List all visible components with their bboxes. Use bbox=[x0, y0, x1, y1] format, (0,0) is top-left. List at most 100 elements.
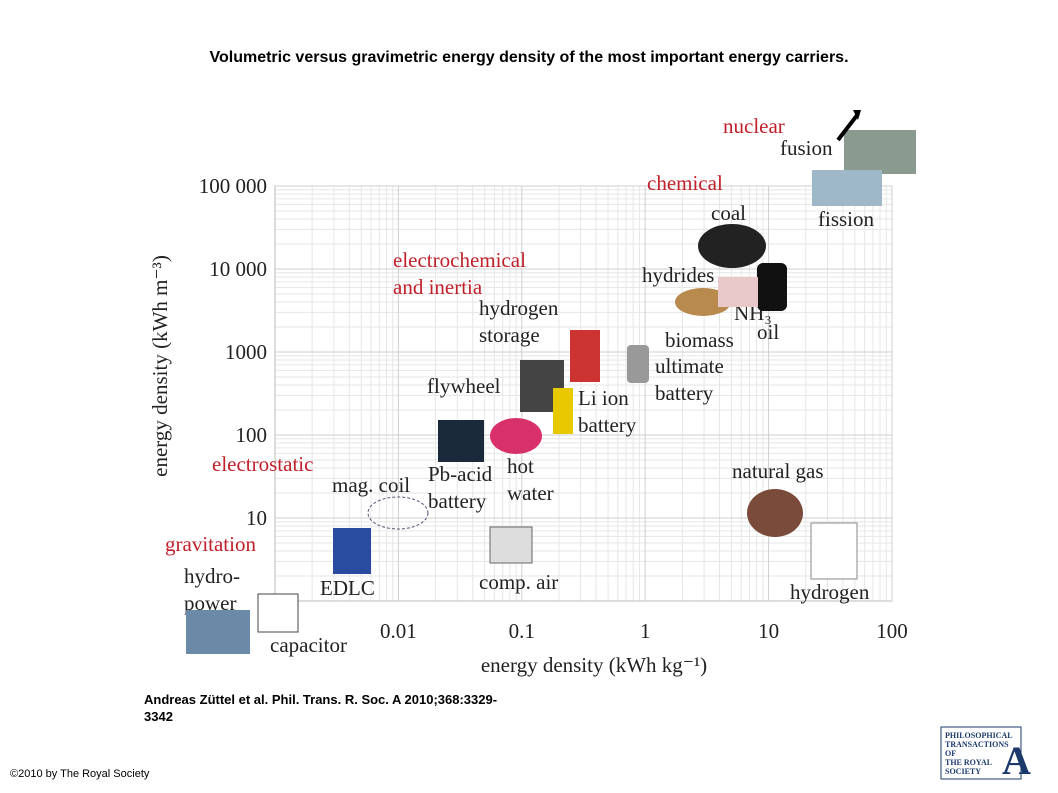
hot-water-image bbox=[490, 418, 542, 454]
annotation-line: natural gas bbox=[732, 459, 824, 483]
annotation: fusion bbox=[780, 136, 833, 160]
annotation-line: oil bbox=[757, 320, 779, 344]
x-tick-label: 1 bbox=[640, 619, 651, 643]
arrow bbox=[836, 112, 860, 142]
logo-letter: A bbox=[1002, 738, 1031, 783]
annotation-line: hydrogen bbox=[790, 580, 870, 604]
li-ion-image bbox=[553, 388, 573, 434]
annotation: Li ion battery bbox=[578, 386, 637, 437]
pb-acid-image bbox=[438, 420, 484, 462]
annotation: ultimate battery bbox=[655, 354, 724, 405]
annotation: coal bbox=[711, 201, 746, 225]
annotation: hydrides bbox=[642, 263, 714, 287]
capacitor-image bbox=[257, 593, 299, 633]
fusion-image bbox=[844, 130, 916, 174]
mag-coil-image bbox=[367, 496, 429, 530]
x-axis-label: energy density (kWh kg⁻¹) bbox=[481, 653, 707, 677]
y-tick-label: 100 bbox=[236, 423, 268, 447]
annotation-line: coal bbox=[711, 201, 746, 225]
comp-air-image bbox=[489, 526, 533, 564]
x-tick-label: 0.1 bbox=[509, 619, 535, 643]
annotation: nuclear bbox=[723, 114, 785, 138]
annotation-line: Li ion bbox=[578, 386, 629, 410]
annotation-line: battery bbox=[428, 489, 487, 513]
annotation-line: fission bbox=[818, 207, 875, 231]
citation-line: 3342 bbox=[144, 709, 173, 724]
y-tick-label: 10 000 bbox=[209, 257, 267, 281]
annotation-line: mag. coil bbox=[332, 473, 410, 497]
annotation: mag. coil bbox=[332, 473, 410, 497]
annotation: fission bbox=[818, 207, 875, 231]
annotation: hydrogen storage bbox=[479, 296, 559, 347]
annotation-line: fusion bbox=[780, 136, 833, 160]
annotation-line: capacitor bbox=[270, 633, 347, 657]
annotation-line: hydrides bbox=[642, 263, 714, 287]
annotation-line: and inertia bbox=[393, 275, 483, 299]
annotation: hydro-power bbox=[184, 564, 240, 615]
annotation: natural gas bbox=[732, 459, 824, 483]
annotation: capacitor bbox=[270, 633, 347, 657]
citation: Andreas Züttel et al. Phil. Trans. R. So… bbox=[144, 692, 497, 724]
y-tick-label: 1000 bbox=[225, 340, 267, 364]
logo-box bbox=[940, 726, 1022, 780]
annotation: Pb-acid battery bbox=[428, 462, 493, 513]
annotation-line: hydro- bbox=[184, 564, 240, 588]
annotation: electrostatic bbox=[212, 452, 313, 476]
annotation-line: comp. air bbox=[479, 570, 558, 594]
annotation-line: hot bbox=[507, 454, 534, 478]
annotation-line: EDLC bbox=[320, 576, 375, 600]
annotation-line: biomass bbox=[665, 328, 734, 352]
y-tick-label: 10 bbox=[246, 506, 267, 530]
annotation: electrochemical and inertia bbox=[393, 248, 526, 299]
annotation-line: battery bbox=[578, 413, 637, 437]
annotation: flywheel bbox=[427, 374, 501, 398]
logo-line: THE ROYAL bbox=[945, 758, 992, 767]
annotation-line: storage bbox=[479, 323, 540, 347]
annotation: hydrogen bbox=[790, 580, 870, 604]
hydrogen-storage-image bbox=[570, 330, 600, 382]
annotation: EDLC bbox=[320, 576, 375, 600]
annotation: gravitation bbox=[165, 532, 256, 556]
plot: 0.01 0.1 1 10 100 100 000 10 000 1000 100 10 energ… bbox=[148, 114, 908, 677]
x-tick-label: 10 bbox=[758, 619, 779, 643]
annotation-line: hydrogen bbox=[479, 296, 559, 320]
annotation-line: electrostatic bbox=[212, 452, 313, 476]
citation-line: Andreas Züttel et al. Phil. Trans. R. So… bbox=[144, 692, 497, 707]
arrow-head bbox=[853, 110, 861, 120]
y-tick-label: 100 000 bbox=[199, 174, 267, 198]
annotation-line: battery bbox=[655, 381, 714, 405]
hydro-image bbox=[186, 610, 250, 654]
annotation: biomass bbox=[665, 328, 734, 352]
title: Volumetric versus gravimetric energy den… bbox=[209, 49, 848, 66]
logo-line: PHILOSOPHICAL bbox=[945, 731, 1013, 740]
annotation-line: water bbox=[507, 481, 554, 505]
ultimate-battery-image bbox=[627, 345, 649, 383]
annotation: hot water bbox=[507, 454, 554, 505]
hydrides-image bbox=[718, 277, 758, 307]
fission-image bbox=[812, 170, 882, 206]
logo-line: TRANSACTIONS bbox=[945, 740, 1009, 749]
coal-image bbox=[698, 224, 766, 268]
natural-gas-image bbox=[747, 489, 803, 537]
edlc-image bbox=[333, 528, 371, 574]
annotation-line: nuclear bbox=[723, 114, 785, 138]
annotation-line: gravitation bbox=[165, 532, 256, 556]
annotation-line: electrochemical bbox=[393, 248, 526, 272]
annotation-line: chemical bbox=[647, 171, 723, 195]
annotation-line: ultimate bbox=[655, 354, 724, 378]
y-axis-label: energy density (kWh m⁻³) bbox=[148, 255, 172, 477]
oil-barrel bbox=[757, 263, 787, 311]
hydrogen-element-image bbox=[810, 522, 858, 580]
annotation: oil bbox=[757, 320, 779, 344]
annotation-line: flywheel bbox=[427, 374, 501, 398]
logo-line: OF bbox=[945, 749, 956, 758]
logo-line: SOCIETY bbox=[945, 767, 981, 776]
annotation: comp. air bbox=[479, 570, 558, 594]
copyright: ©2010 by The Royal Society bbox=[10, 768, 150, 780]
biomass-image bbox=[675, 288, 731, 316]
x-tick-label: 0.01 bbox=[380, 619, 417, 643]
annotation: chemical bbox=[647, 171, 723, 195]
pictures bbox=[186, 110, 1022, 780]
